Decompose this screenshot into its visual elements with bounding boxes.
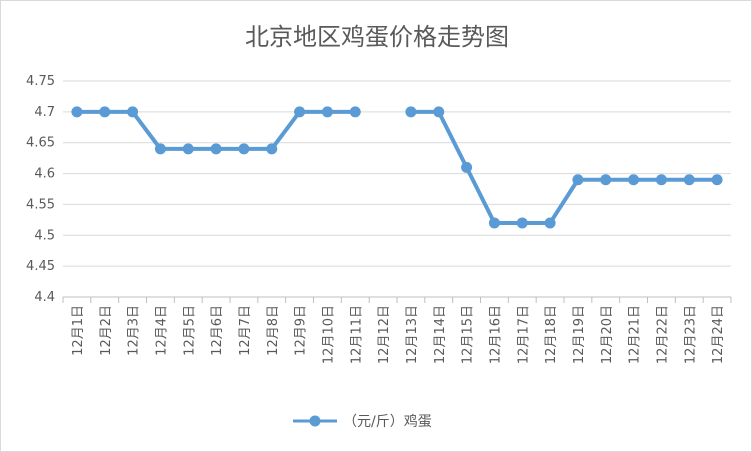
data-point: [572, 174, 584, 186]
data-point: [238, 143, 250, 155]
legend: （元/斤）鸡蛋: [293, 413, 432, 430]
x-tick-label: 12月16日: [488, 305, 503, 364]
series-line: [76, 109, 356, 151]
x-tick-label: 12月6日: [210, 305, 225, 356]
data-point: [266, 143, 278, 155]
y-tick-label: 4.4: [34, 290, 55, 305]
data-point: [433, 106, 445, 118]
x-tick-label: 12月18日: [544, 305, 559, 364]
data-point: [294, 106, 306, 118]
x-tick-label: 12月20日: [600, 305, 615, 364]
x-tick-label: 12月5日: [182, 305, 197, 356]
data-point: [71, 106, 83, 118]
y-tick-label: 4.65: [26, 136, 55, 151]
y-tick-label: 4.55: [26, 197, 55, 212]
x-tick-label: 12月9日: [294, 305, 309, 356]
data-point: [600, 174, 612, 186]
data-point: [628, 174, 640, 186]
legend-marker: [309, 415, 321, 427]
y-tick-label: 4.75: [26, 74, 55, 89]
data-point: [154, 143, 166, 155]
y-axis: 4.4 4.45 4.5 4.55 4.6 4.65 4.7 4.75: [26, 74, 55, 305]
data-point: [655, 174, 667, 186]
x-tick-label: 12月23日: [683, 305, 698, 364]
gridlines: [63, 80, 731, 298]
x-tick-label: 12月2日: [99, 305, 114, 356]
x-tick-label: 12月11日: [349, 305, 364, 364]
x-tick-label: 12月7日: [238, 305, 253, 356]
legend-label: （元/斤）鸡蛋: [343, 413, 432, 430]
x-tick-label: 12月3日: [127, 305, 142, 356]
chart-title: 北京地区鸡蛋价格走势图: [245, 23, 509, 51]
data-point: [461, 161, 473, 173]
data-point: [321, 106, 333, 118]
y-tick-label: 4.45: [26, 259, 55, 274]
x-tick-label: 12月14日: [433, 305, 448, 364]
data-point: [683, 174, 695, 186]
x-tick-label: 12月10日: [321, 305, 336, 364]
x-tick-label: 12月8日: [266, 305, 281, 356]
y-tick-label: 4.6: [34, 167, 55, 182]
data-point: [127, 106, 139, 118]
x-tick-label: 12月4日: [154, 305, 169, 356]
x-tick-label: 12月17日: [516, 305, 531, 364]
data-point: [544, 217, 556, 229]
data-point: [711, 174, 723, 186]
x-tick-label: 12月24日: [711, 305, 726, 364]
data-point: [488, 217, 500, 229]
data-point: [405, 106, 417, 118]
series-line: [410, 109, 718, 225]
x-tick-label: 12月21日: [628, 305, 643, 364]
y-tick-label: 4.5: [34, 228, 55, 243]
x-tick-label: 12月15日: [461, 305, 476, 364]
data-point: [349, 106, 361, 118]
x-tick-label: 12月12日: [377, 305, 392, 364]
y-tick-label: 4.7: [34, 105, 55, 120]
x-tick-label: 12月19日: [572, 305, 587, 364]
data-point: [516, 217, 528, 229]
series-layer: [71, 106, 723, 229]
data-point: [182, 143, 194, 155]
data-point: [210, 143, 222, 155]
x-tick-label: 12月22日: [655, 305, 670, 364]
x-tick-label: 12月1日: [71, 305, 86, 356]
x-tick-label: 12月13日: [405, 305, 420, 364]
x-axis: 12月1日 12月2日 12月3日 12月4日 12月5日 12月6日 12月7日 12月8日…: [62, 297, 732, 364]
data-point: [99, 106, 111, 118]
